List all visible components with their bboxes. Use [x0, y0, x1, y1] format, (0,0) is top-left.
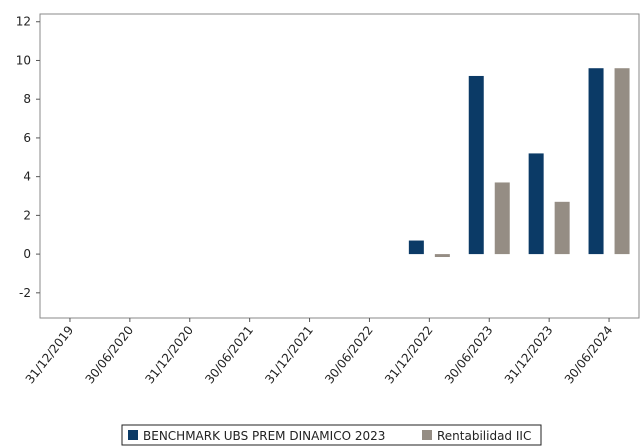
y-tick-label: 0	[23, 247, 31, 261]
y-axis: -2 0 2 4 6 8 10 12	[16, 15, 40, 300]
x-axis: 31/12/2019 30/06/2020 31/12/2020 30/06/2021…	[23, 318, 616, 386]
legend-swatch	[128, 430, 138, 440]
x-tick-label: 30/06/2022	[322, 323, 376, 386]
bar-benchmark-9	[588, 68, 604, 255]
x-tick-label: 30/06/2024	[562, 323, 616, 386]
y-tick-label: 10	[16, 53, 31, 67]
y-tick-label: 2	[23, 208, 31, 222]
x-tick-label: 31/12/2019	[23, 323, 77, 386]
legend-label: Rentabilidad IIC	[437, 429, 531, 443]
plot-border	[39, 13, 640, 319]
bar-benchmark-8	[528, 153, 544, 255]
x-tick-label: 31/12/2021	[262, 323, 316, 386]
bar-benchmark-6	[408, 240, 424, 255]
plot-area	[39, 13, 640, 319]
bar-rentabilidad-9	[614, 68, 630, 255]
bars	[408, 68, 630, 258]
x-tick-label: 30/06/2021	[202, 323, 256, 386]
x-tick-label: 31/12/2022	[382, 323, 436, 386]
x-tick-label: 31/12/2020	[142, 323, 196, 386]
bar-rentabilidad-7	[494, 182, 510, 255]
x-tick-label: 30/06/2020	[83, 323, 137, 386]
bar-benchmark-7	[468, 75, 484, 255]
y-tick-label: 8	[23, 92, 31, 106]
legend-box	[121, 424, 542, 446]
x-tick-label: 30/06/2023	[442, 323, 496, 386]
bar-rentabilidad-6	[434, 254, 450, 258]
x-tick-label: 31/12/2023	[502, 323, 556, 386]
y-tick-label: -2	[19, 286, 31, 300]
legend-label: BENCHMARK UBS PREM DINAMICO 2023	[143, 429, 385, 443]
y-tick-label: 12	[16, 15, 31, 29]
legend-swatch	[422, 430, 432, 440]
bar-rentabilidad-8	[554, 201, 570, 255]
legend: BENCHMARK UBS PREM DINAMICO 2023 Rentabil…	[121, 424, 542, 446]
y-tick-label: 4	[23, 170, 31, 184]
y-tick-label: 6	[23, 131, 31, 145]
